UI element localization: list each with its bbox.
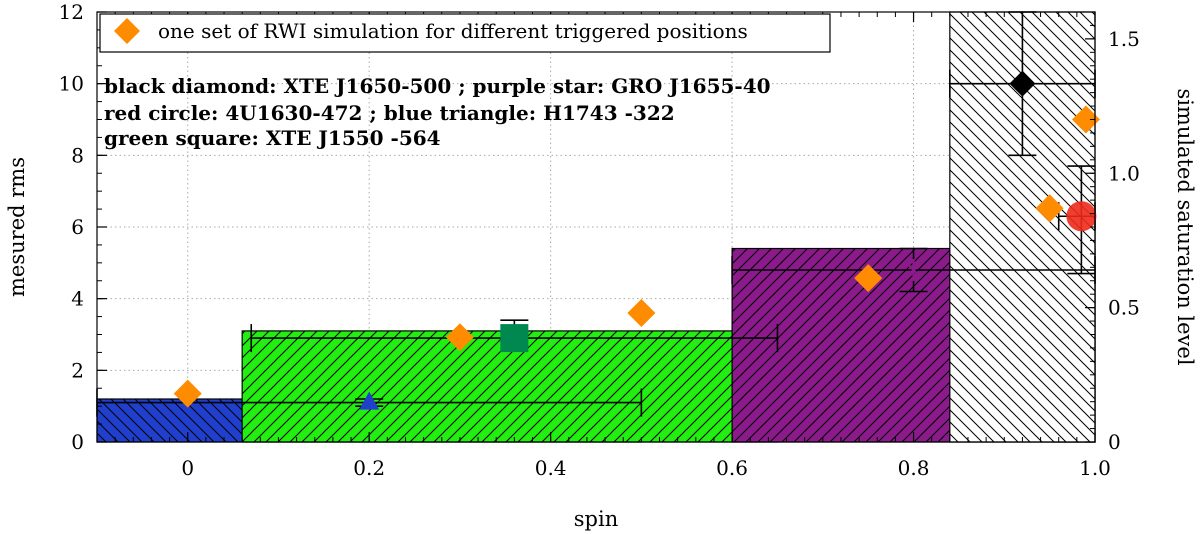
legend-label: one set of RWI simulation for different … <box>158 19 748 43</box>
y-right-tick-label: 0.5 <box>1108 296 1140 320</box>
y-left-tick-label: 10 <box>59 72 84 96</box>
y-axis-right-title: simulated saturation level <box>1173 88 1197 365</box>
y-left-tick-label: 2 <box>71 358 84 382</box>
annotation-line-2: red circle: 4U1630-472 ; blue triangle: … <box>104 101 675 125</box>
x-tick-label: 0.2 <box>353 456 385 480</box>
annotation-line-1: black diamond: XTE J1650-500 ; purple st… <box>104 74 771 98</box>
y-right-tick-label: 1.0 <box>1108 161 1140 185</box>
x-tick-label: 1.0 <box>1079 456 1111 480</box>
legend-marker-diamond-icon <box>114 18 140 44</box>
simulation-point <box>627 299 656 327</box>
axis-labels: spin mesured rms simulated saturation le… <box>5 88 1197 531</box>
simulation-point <box>854 264 883 293</box>
x-tick-label: 0.4 <box>535 456 567 480</box>
marker-gro-j1655-40 <box>904 259 923 281</box>
simulation-point <box>173 379 202 408</box>
simulation-point <box>1035 194 1064 223</box>
annotations: black diamond: XTE J1650-500 ; purple st… <box>104 74 771 150</box>
x-tick-label: 0 <box>181 456 194 480</box>
y-right-tick-label: 0 <box>1108 430 1121 454</box>
y-right-tick-label: 1.5 <box>1108 27 1140 51</box>
marker-xte-j1650-500 <box>1009 70 1036 97</box>
marker-4u1630-472 <box>1066 201 1097 232</box>
y-left-tick-label: 6 <box>71 215 84 239</box>
legend-box <box>99 13 831 53</box>
annotation-line-3: green square: XTE J1550 -564 <box>104 126 441 150</box>
y-left-tick-label: 12 <box>59 0 84 24</box>
simulation-point <box>1071 105 1100 134</box>
y-left-tick-label: 4 <box>71 287 84 311</box>
y-axis-left-title: mesured rms <box>5 157 29 297</box>
marker-xte-j1550-564 <box>500 324 529 353</box>
legend: one set of RWI simulation for different … <box>99 13 831 53</box>
x-tick-label: 0.8 <box>898 456 930 480</box>
simulation-markers <box>173 105 1100 408</box>
simulation-point <box>445 323 474 352</box>
source-markers <box>359 70 1097 410</box>
y-left-tick-label: 8 <box>71 143 84 167</box>
x-tick-label: 0.6 <box>716 456 748 480</box>
y-left-tick-label: 0 <box>71 430 84 454</box>
x-axis-title: spin <box>574 507 618 531</box>
marker-h1743-322 <box>359 391 380 410</box>
